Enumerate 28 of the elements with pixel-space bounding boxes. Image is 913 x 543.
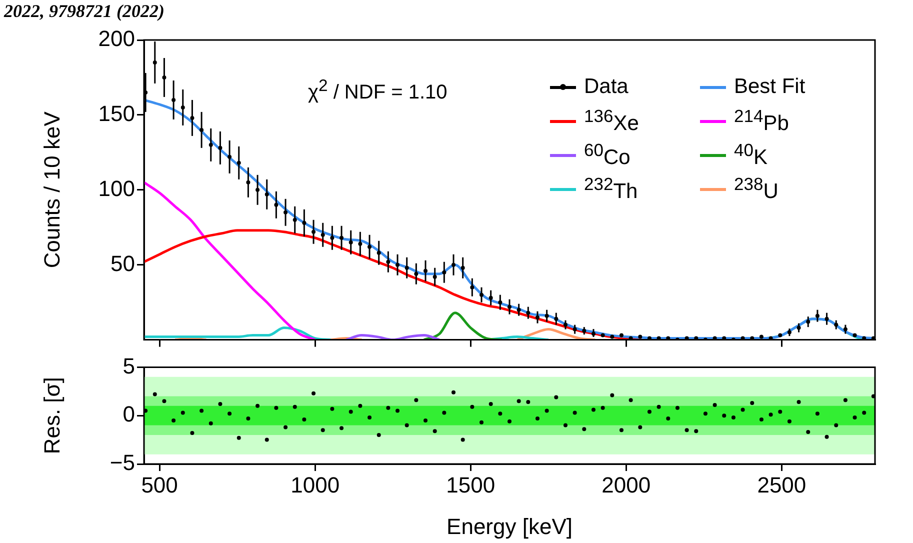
legend-label: $^{40}$K bbox=[734, 140, 768, 170]
line-series bbox=[422, 312, 503, 340]
legend-label: Data bbox=[584, 75, 628, 99]
y-tick-label: 100 bbox=[98, 176, 135, 201]
legend-label: $^{136}$Xe bbox=[584, 106, 639, 136]
x-axis-title: Energy [keV] bbox=[446, 514, 572, 539]
y-axis-title: Counts / 10 keV bbox=[39, 111, 64, 268]
y-tick-label: 150 bbox=[98, 101, 135, 126]
x-tick-label: 2500 bbox=[757, 472, 806, 498]
legend-label: $^{60}$Co bbox=[584, 140, 630, 170]
annotation: χ$^{2}$ / NDF = 1.10 bbox=[308, 76, 448, 105]
x-tick-label: 1000 bbox=[290, 472, 340, 498]
x-tick-label: 1500 bbox=[446, 472, 496, 498]
y-tick-label: 0 bbox=[122, 402, 135, 427]
x-tick-label: 500 bbox=[141, 472, 178, 498]
legend-label: $^{232}$Th bbox=[584, 174, 638, 204]
line-series bbox=[144, 229, 643, 340]
y-tick-label: 200 bbox=[98, 26, 135, 52]
y-axis-title: Res. [σ] bbox=[39, 377, 64, 454]
legend-label: $^{214}$Pb bbox=[734, 106, 789, 136]
y-tick-label: −5 bbox=[110, 450, 135, 476]
legend-label: $^{238}$U bbox=[734, 174, 778, 204]
line-series bbox=[144, 181, 316, 340]
x-tick-label: 2000 bbox=[602, 472, 651, 498]
text: 2022, 9798721 (2022) bbox=[4, 1, 164, 22]
y-tick-label: 50 bbox=[110, 250, 135, 276]
legend-label: Best Fit bbox=[734, 75, 806, 99]
y-tick-label: 5 bbox=[122, 353, 135, 378]
